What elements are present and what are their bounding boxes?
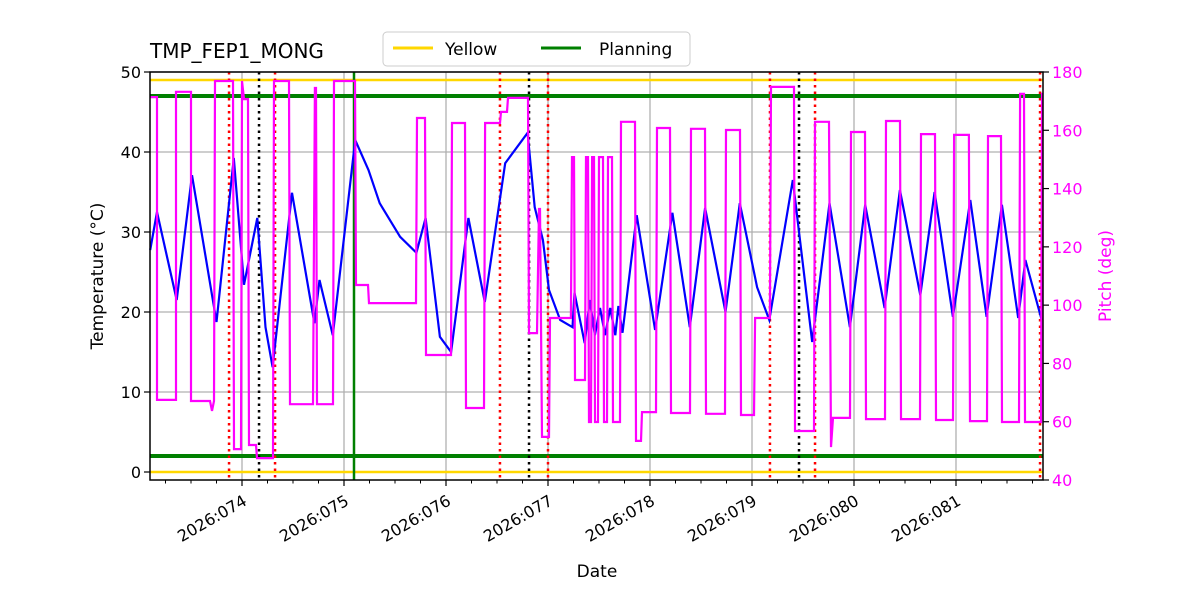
- y2-tick-label: 140: [1052, 180, 1083, 199]
- x-tick-label: 2026:081: [888, 491, 964, 546]
- x-tick-label: 2026:076: [378, 491, 454, 546]
- y2-tick-label: 80: [1052, 354, 1072, 373]
- legend-label-yellow: Yellow: [444, 40, 497, 60]
- y2-tick-label: 120: [1052, 238, 1083, 257]
- x-tick-label: 2026:078: [582, 491, 658, 546]
- plot-frame: [149, 71, 1044, 481]
- y-tick-label: 10: [121, 383, 141, 402]
- y2-tick-label: 40: [1052, 471, 1072, 490]
- chart-title: TMP_FEP1_MONG: [149, 39, 324, 63]
- series: [149, 79, 1044, 460]
- y2-tick-label: 100: [1052, 296, 1083, 315]
- x-axis-label: Date: [577, 562, 618, 582]
- legend-label-planning: Planning: [599, 40, 672, 60]
- y-tick-label: 50: [121, 63, 141, 82]
- x-tick-label: 2026:075: [276, 491, 352, 546]
- y-tick-label: 40: [121, 143, 141, 162]
- temperature-line: [149, 129, 1043, 368]
- y2-axis-label: Pitch (deg): [1096, 230, 1116, 322]
- y2-tick-label: 60: [1052, 413, 1072, 432]
- y-tick-label: 0: [131, 463, 141, 482]
- y-tick-label: 20: [121, 303, 141, 322]
- legend: Yellow Planning: [382, 31, 691, 67]
- x-tick-label: 2026:079: [684, 491, 760, 546]
- y-axis-label: Temperature (°C): [88, 203, 108, 351]
- y2-tick-label: 180: [1052, 63, 1083, 82]
- legend-box: [382, 31, 691, 67]
- x-tick-label: 2026:077: [480, 491, 556, 546]
- y-tick-label: 30: [121, 223, 141, 242]
- x-tick-label: 2026:074: [174, 491, 250, 546]
- axes: 2026:074 2026:075 2026:076 2026:077 2026:078…: [121, 63, 1083, 546]
- pitch-line: [150, 79, 1044, 460]
- x-tick-label: 2026:080: [786, 491, 862, 546]
- y2-tick-label: 160: [1052, 121, 1083, 140]
